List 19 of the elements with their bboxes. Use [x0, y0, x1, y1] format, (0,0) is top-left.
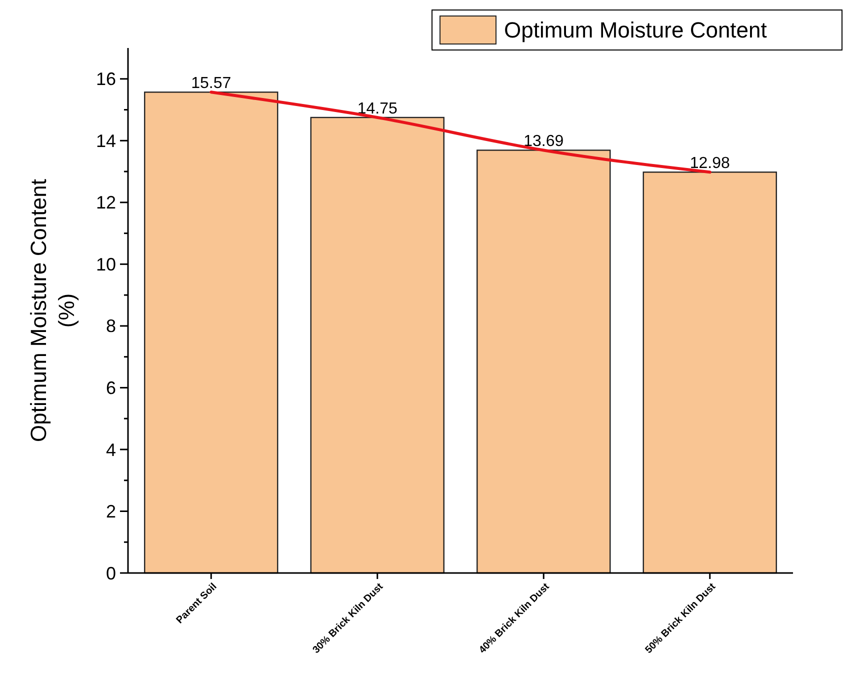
- y-tick-label: 14: [96, 130, 116, 151]
- data-label: 12.98: [690, 155, 730, 172]
- y-axis-title: Optimum Moisture Content (%): [26, 179, 79, 442]
- bar: [144, 92, 278, 574]
- y-tick-label: 8: [106, 316, 116, 336]
- y-tick-label: 12: [96, 192, 116, 213]
- y-tick-label: 2: [106, 502, 116, 522]
- legend-label: Optimum Moisture Content: [504, 18, 767, 43]
- data-label: 14.75: [357, 100, 398, 118]
- y-tick-label: 0: [106, 563, 116, 584]
- data-label: 15.57: [191, 75, 232, 92]
- y-tick-label: 10: [96, 254, 116, 274]
- bar: [642, 172, 777, 574]
- data-label: 13.69: [524, 133, 564, 150]
- bar: [476, 150, 611, 574]
- y-tick-label: 16: [96, 69, 116, 90]
- y-tick-label: 4: [106, 440, 116, 460]
- bar: [310, 116, 444, 574]
- y-tick-label: 6: [106, 378, 116, 398]
